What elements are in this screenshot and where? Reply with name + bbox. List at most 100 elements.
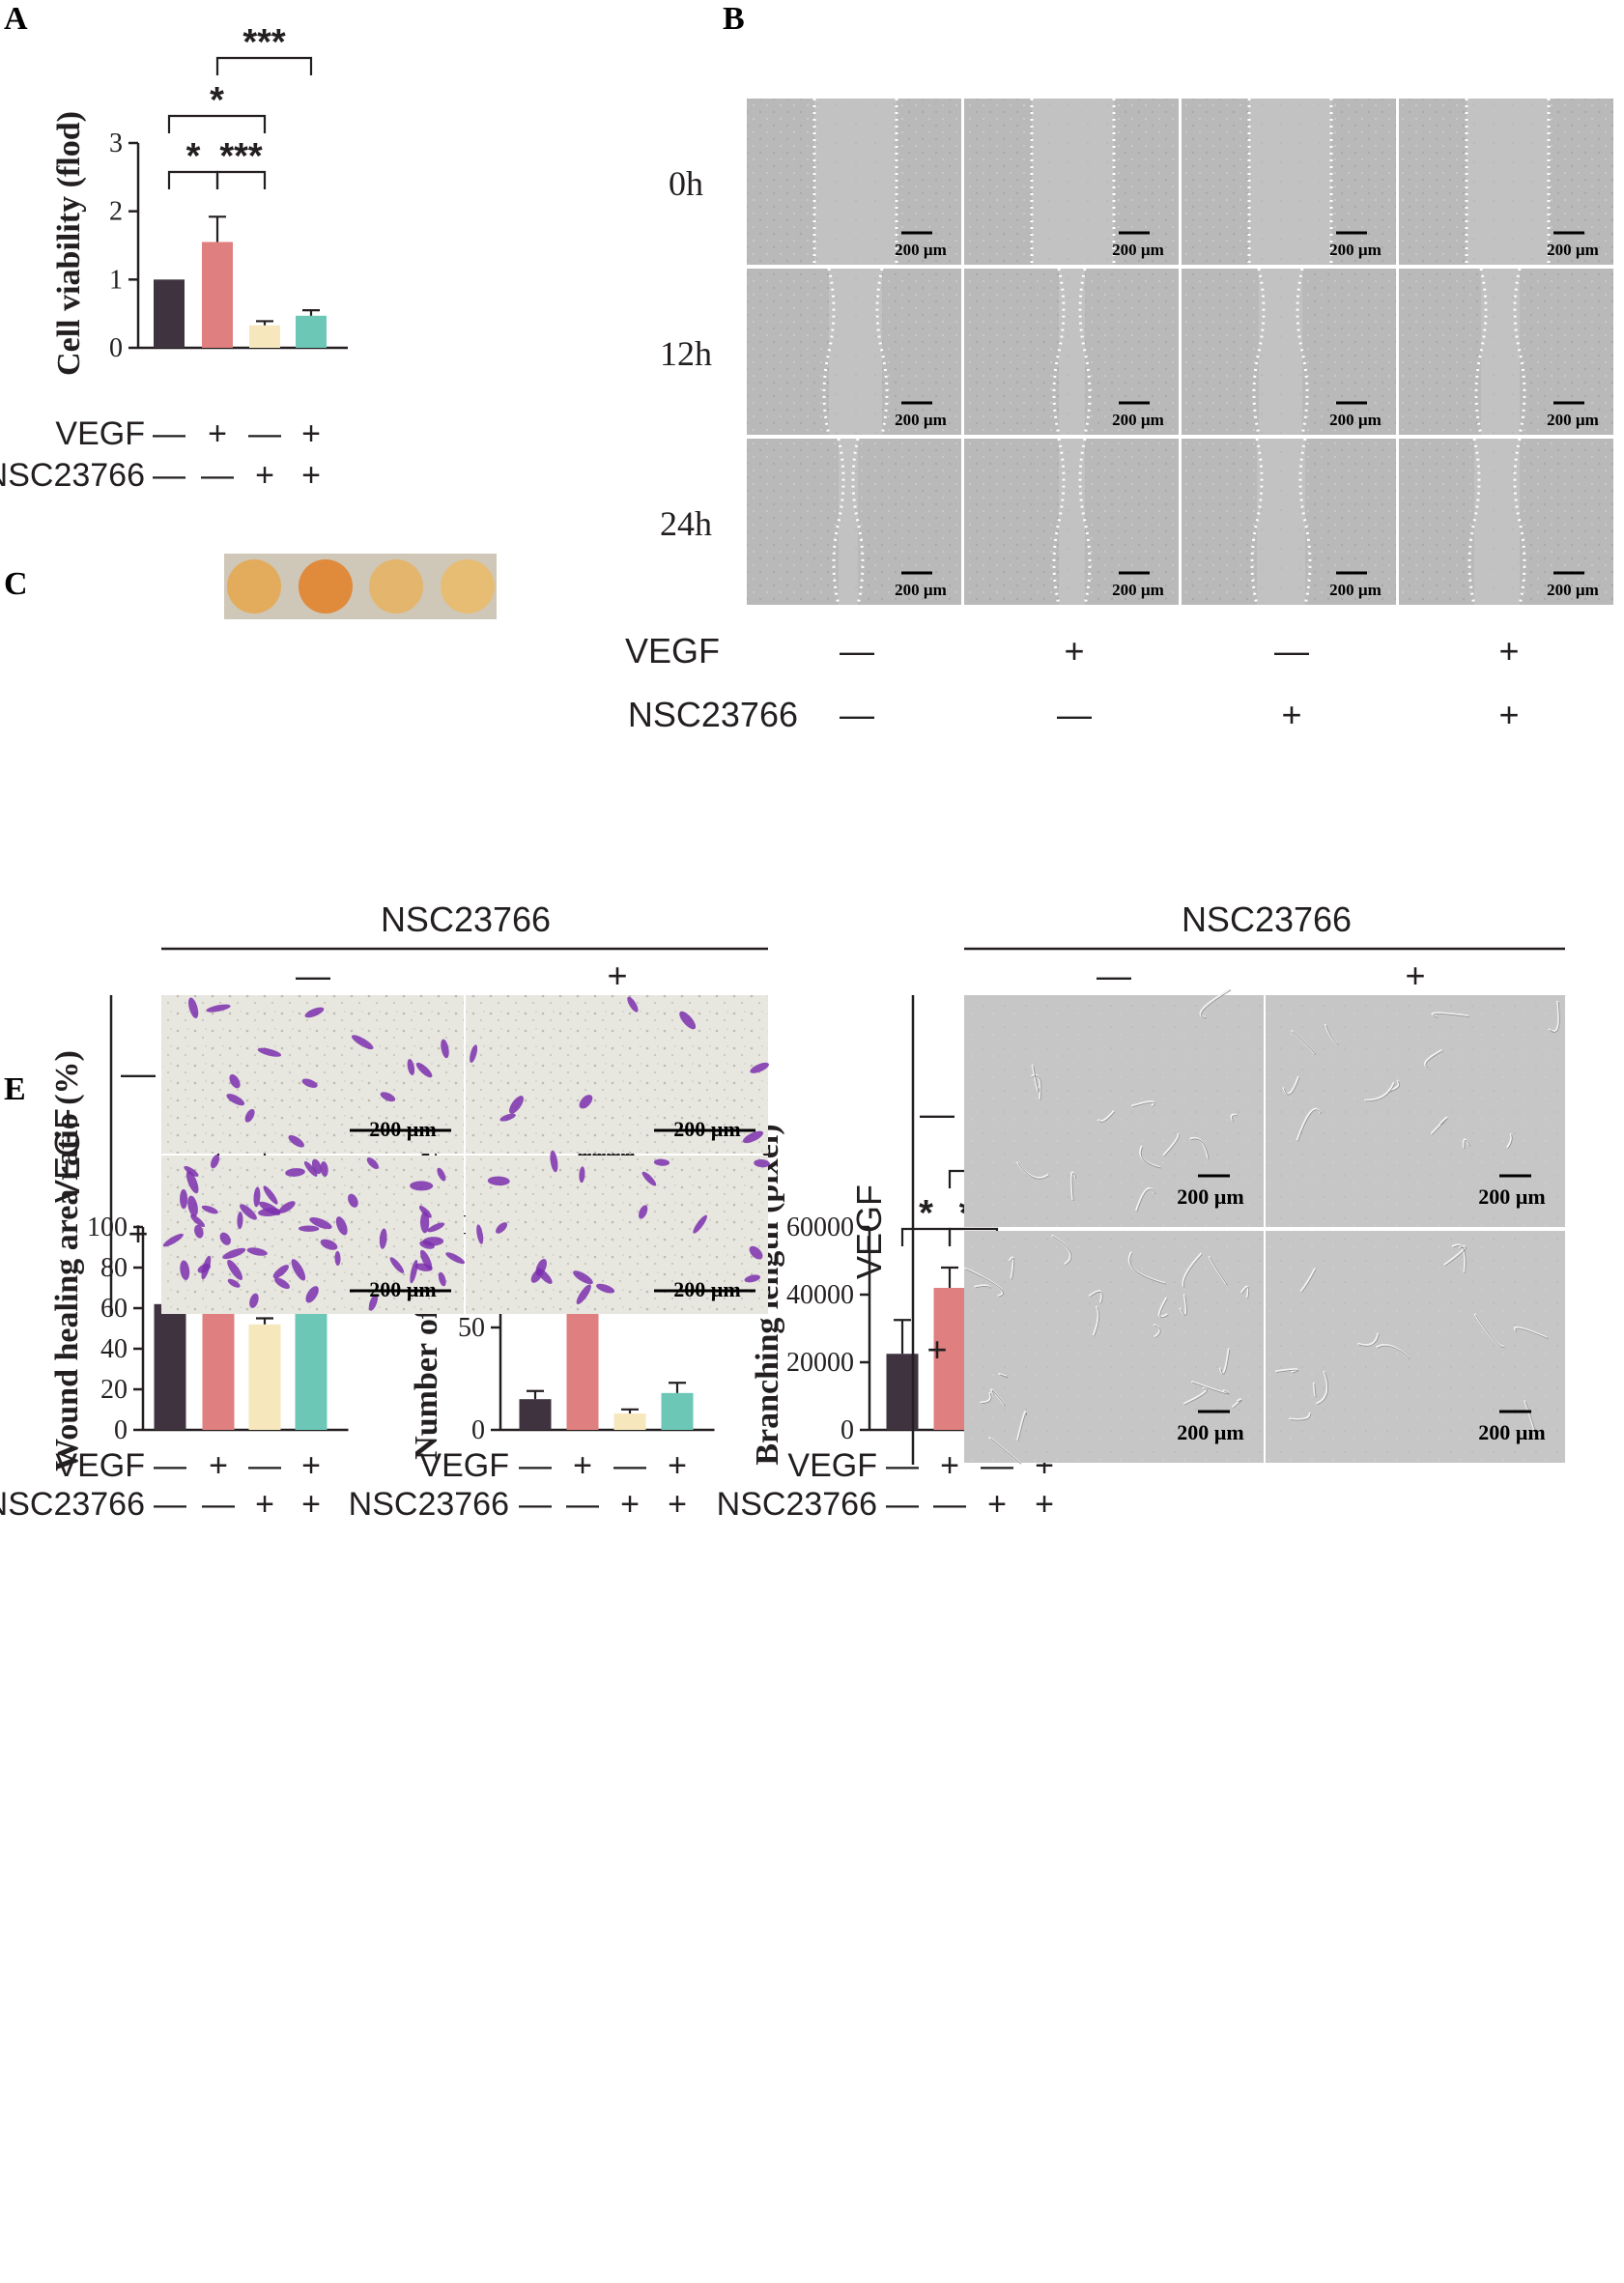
scale-bar-label: 200 µm (895, 241, 947, 259)
invaded-cell (470, 1044, 478, 1064)
wound-edge-right (1513, 268, 1526, 436)
significance-label: * (186, 136, 201, 177)
timepoint-label: 0h (669, 164, 703, 203)
row-sign: + (926, 1329, 947, 1369)
invaded-cell (246, 1247, 268, 1256)
invaded-cell (184, 1165, 199, 1177)
scale-bar-label: 200 µm (369, 1277, 437, 1301)
invaded-cell (263, 1185, 278, 1205)
invaded-cell (288, 1134, 304, 1148)
bar-1 (154, 1303, 186, 1430)
well-3 (369, 559, 423, 614)
wound-gap (1032, 99, 1114, 265)
transwell-image (466, 995, 768, 1154)
wound-gap (1059, 439, 1085, 605)
scale-bar-label: 200 µm (1177, 1184, 1244, 1209)
nsc-sign: + (301, 1486, 321, 1523)
invaded-cell (298, 1225, 320, 1232)
nsc-sign: — (566, 1486, 599, 1523)
bar-1 (154, 279, 185, 348)
invaded-cell (253, 1186, 261, 1208)
well-1 (227, 559, 281, 614)
vegf-sign: — (154, 1447, 186, 1484)
nsc-sign: + (1035, 1486, 1054, 1523)
scale-bar-label: 200 µm (1478, 1184, 1546, 1209)
bar-4 (296, 315, 327, 348)
invaded-cell (379, 1228, 387, 1249)
invaded-cell (311, 1158, 322, 1175)
scale-bar-label: 200 µm (369, 1117, 437, 1141)
bar-3 (248, 1324, 281, 1430)
vegf-row-label: VEGF (625, 631, 720, 671)
wound-edge-right (1078, 438, 1092, 606)
row-sign: — (920, 1094, 954, 1133)
well-plate-photo (224, 554, 497, 619)
vegf-row-label: VEGF (55, 1447, 145, 1484)
invaded-cell (509, 1096, 524, 1114)
y-tick-label: 60000 (786, 1213, 854, 1242)
vegf-sign: + (940, 1447, 959, 1484)
scale-bar-label: 200 µm (1112, 581, 1164, 599)
invaded-cell (187, 1195, 198, 1217)
tube-network-shadow (964, 1236, 1250, 1465)
invaded-cell (441, 1039, 449, 1059)
y-axis-label: Wound healing area ratio (%) (49, 1050, 85, 1471)
vegf-sign: + (301, 1447, 321, 1484)
invaded-cell (206, 1004, 231, 1013)
wound-edge-left (1467, 438, 1481, 606)
invaded-cell (222, 1247, 246, 1260)
nsc-row-label: NSC23766 (0, 1486, 145, 1523)
vegf-sign: + (209, 1447, 228, 1484)
row-sign: — (121, 1053, 156, 1093)
invaded-cell (389, 1257, 405, 1273)
vegf-sign: — (519, 1447, 552, 1484)
invaded-cell (627, 996, 639, 1013)
invaded-cell (351, 1035, 374, 1050)
y-tick-label: 50 (458, 1313, 485, 1343)
invaded-cell (257, 1047, 282, 1057)
nsc-sign: — (840, 695, 874, 734)
scale-bar-label: 200 µm (895, 581, 947, 599)
nsc-header: NSC23766 (1182, 899, 1352, 939)
row-sign: + (128, 1213, 148, 1253)
panel-letter-e: E (4, 1071, 26, 1107)
invaded-cell (249, 1293, 259, 1308)
significance-label: *** (242, 22, 286, 63)
invaded-cell (744, 1274, 760, 1283)
vegf-sign: + (1064, 631, 1084, 671)
invaded-cell (438, 1271, 446, 1287)
invaded-cell (304, 1007, 325, 1018)
vegf-row-label: VEGF (55, 415, 145, 452)
invaded-cell (410, 1181, 434, 1191)
nsc-sign: — (201, 457, 234, 494)
vegf-sign: + (1498, 631, 1519, 671)
significance-bracket (215, 170, 267, 189)
invaded-cell (309, 1216, 332, 1230)
nsc-sign: — (1057, 695, 1092, 734)
y-tick-label: 0 (109, 333, 123, 363)
invaded-cell (407, 1059, 415, 1075)
wound-gap (1467, 99, 1549, 265)
y-tick-label: 20 (100, 1375, 128, 1405)
panel-letter-c: C (4, 566, 28, 602)
bar-3 (613, 1413, 646, 1430)
invaded-cell (496, 1222, 508, 1234)
invaded-cell (420, 1249, 433, 1270)
invaded-cell (427, 1222, 445, 1233)
panel-letter-b: B (723, 1, 745, 37)
nsc-sign: + (301, 457, 321, 494)
scale-bar-label: 200 µm (1177, 1420, 1244, 1444)
bar-4 (661, 1392, 694, 1430)
wound-edge-left (822, 268, 836, 436)
tube-network-shadow (1017, 989, 1238, 1213)
invaded-cell (180, 1188, 188, 1210)
invaded-cell (305, 1286, 319, 1303)
wound-edge-right (1513, 438, 1526, 606)
invaded-cell (334, 1250, 341, 1267)
vegf-row-label: VEGF (849, 1184, 889, 1279)
vegf-row-label: VEGF (419, 1447, 509, 1484)
wound-edge-left (1052, 438, 1066, 606)
vegf-sign: + (668, 1447, 687, 1484)
